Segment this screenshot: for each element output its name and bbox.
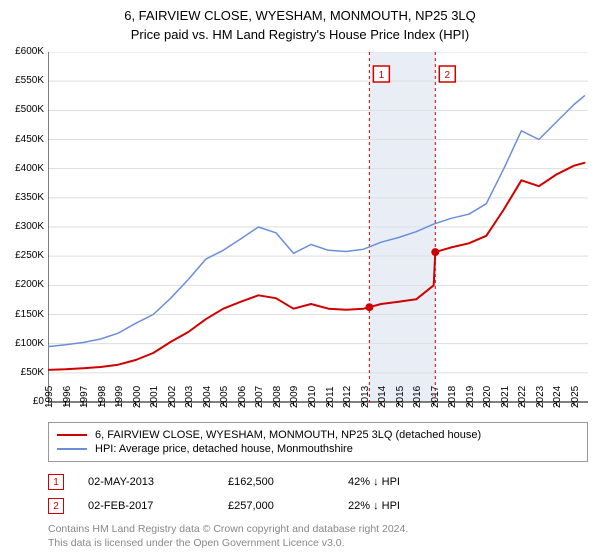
legend-label-property: 6, FAIRVIEW CLOSE, WYESHAM, MONMOUTH, NP… [95,429,481,441]
title-block: 6, FAIRVIEW CLOSE, WYESHAM, MONMOUTH, NP… [0,0,600,42]
x-tick-label: 2015 [395,386,406,408]
y-tick-label: £500K [15,104,44,115]
legend-row: HPI: Average price, detached house, Monm… [57,443,579,455]
legend-label-hpi: HPI: Average price, detached house, Monm… [95,443,353,455]
x-tick-label: 2006 [237,386,248,408]
x-tick-label: 2008 [272,386,283,408]
y-tick-label: £450K [15,134,44,145]
sale-price-2: £257,000 [228,500,348,512]
svg-text:2: 2 [445,70,451,81]
x-tick-label: 2011 [325,386,336,408]
x-tick-label: 2012 [342,386,353,408]
title-address: 6, FAIRVIEW CLOSE, WYESHAM, MONMOUTH, NP… [0,8,600,23]
x-tick-label: 1999 [114,386,125,408]
y-tick-label: £350K [15,192,44,203]
figure-root: 6, FAIRVIEW CLOSE, WYESHAM, MONMOUTH, NP… [0,0,600,560]
sale-marker-1: 1 [48,474,64,490]
sale-delta-2: 22% ↓ HPI [348,500,508,512]
y-tick-label: £50K [21,367,44,378]
y-tick-label: £600K [15,46,44,57]
x-tick-label: 2014 [377,386,388,408]
sale-row-2: 2 02-FEB-2017 £257,000 22% ↓ HPI [48,498,588,514]
x-tick-label: 2004 [202,386,213,408]
x-tick-label: 2018 [447,386,458,408]
footer-line-2: This data is licensed under the Open Gov… [48,536,588,550]
x-tick-label: 2000 [132,386,143,408]
x-tick-label: 2002 [167,386,178,408]
sale-price-1: £162,500 [228,476,348,488]
sale-date-1: 02-MAY-2013 [88,476,228,488]
legend-swatch-property [57,434,87,436]
x-tick-label: 2003 [184,386,195,408]
footer: Contains HM Land Registry data © Crown c… [48,522,588,550]
x-tick-label: 2021 [500,386,511,408]
x-tick-label: 2019 [465,386,476,408]
x-tick-label: 1995 [44,386,55,408]
x-tick-label: 2017 [430,386,441,408]
footer-line-1: Contains HM Land Registry data © Crown c… [48,522,588,536]
sale-delta-1: 42% ↓ HPI [348,476,508,488]
x-tick-label: 2009 [289,386,300,408]
x-tick-label: 2020 [482,386,493,408]
x-tick-label: 2022 [517,386,528,408]
title-subtitle: Price paid vs. HM Land Registry's House … [0,27,600,42]
x-tick-label: 2005 [219,386,230,408]
x-tick-label: 2010 [307,386,318,408]
x-tick-label: 1998 [97,386,108,408]
y-tick-label: £0 [33,396,44,407]
y-tick-label: £200K [15,279,44,290]
x-tick-label: 2016 [412,386,423,408]
svg-text:1: 1 [379,70,385,81]
sale-marker-2: 2 [48,498,64,514]
y-tick-label: £250K [15,250,44,261]
x-tick-label: 1996 [62,386,73,408]
sale-row-1: 1 02-MAY-2013 £162,500 42% ↓ HPI [48,474,588,490]
x-tick-label: 2025 [570,386,581,408]
x-tick-label: 2023 [535,386,546,408]
legend-row: 6, FAIRVIEW CLOSE, WYESHAM, MONMOUTH, NP… [57,429,579,441]
chart-area: 12 [48,52,588,412]
y-tick-label: £400K [15,163,44,174]
x-tick-label: 2013 [360,386,371,408]
x-tick-label: 2024 [552,386,563,408]
y-tick-label: £100K [15,338,44,349]
x-tick-label: 2001 [149,386,160,408]
y-tick-label: £550K [15,75,44,86]
x-tick-label: 2007 [254,386,265,408]
legend-swatch-hpi [57,448,87,450]
legend: 6, FAIRVIEW CLOSE, WYESHAM, MONMOUTH, NP… [48,422,588,462]
x-tick-label: 1997 [79,386,90,408]
chart-svg: 12 [48,52,588,412]
y-tick-label: £300K [15,221,44,232]
sale-date-2: 02-FEB-2017 [88,500,228,512]
y-tick-label: £150K [15,309,44,320]
